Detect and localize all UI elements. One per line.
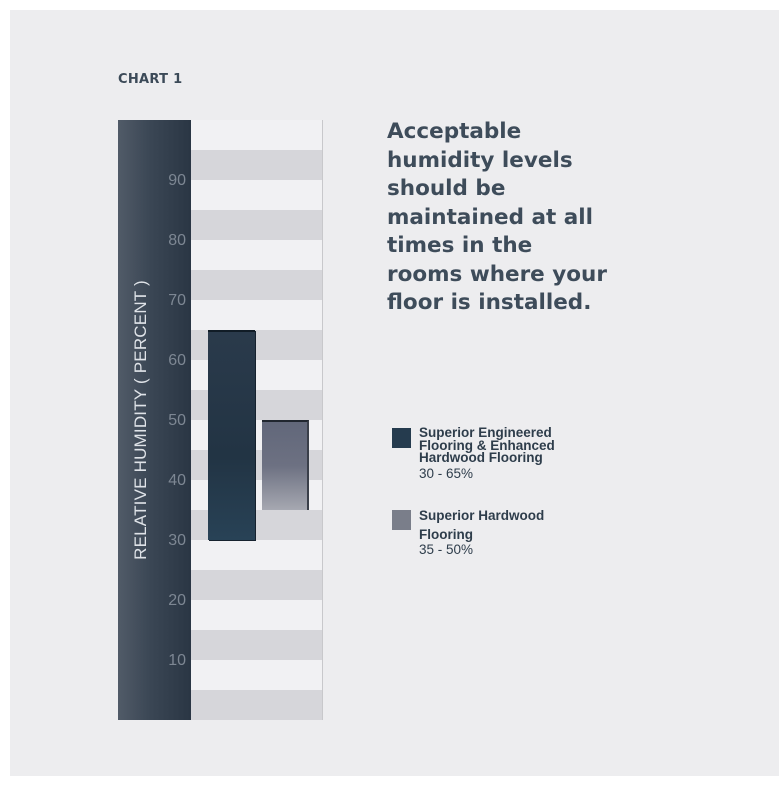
grid-band (191, 240, 322, 270)
y-tick-label: 50 (168, 412, 186, 429)
grid-band (191, 540, 322, 570)
legend-text: Superior Engineered Flooring & Enhanced … (419, 425, 619, 482)
y-tick-label: 10 (168, 652, 186, 669)
grid-band (191, 150, 322, 180)
y-axis-band: 10 20 30 40 50 60 70 80 90 (118, 120, 191, 720)
legend-series-range: 35 - 50% (419, 542, 474, 557)
legend-text: Superior Hardwood Flooring 35 - 50% (419, 508, 619, 558)
grid-band (191, 630, 322, 660)
y-tick-label: 70 (168, 292, 186, 309)
legend-swatch (392, 428, 411, 448)
y-tick-label: 20 (168, 592, 186, 609)
y-tick-label: 40 (168, 472, 186, 489)
y-tick-label: 30 (168, 532, 186, 549)
grid-band (191, 300, 322, 330)
legend-series-name: Superior Hardwood Flooring (419, 508, 545, 542)
legend-series-name: Superior Engineered Flooring & Enhanced … (419, 425, 555, 465)
grid-band (191, 210, 322, 240)
grid-band (191, 690, 322, 720)
y-tick-label: 90 (168, 172, 186, 189)
grid-band (191, 570, 322, 600)
legend-series-range: 30 - 65% (419, 465, 474, 481)
y-axis-label: RELATIVE HUMIDITY ( PERCENT ) (131, 280, 150, 560)
grid-band (191, 120, 322, 150)
range-bar (262, 420, 309, 510)
grid-band (191, 180, 322, 210)
range-bar (208, 330, 255, 540)
y-tick-label: 60 (168, 352, 186, 369)
legend-swatch (392, 510, 411, 530)
plot-area (191, 120, 323, 720)
grid-band (191, 660, 322, 690)
y-tick-label: 80 (168, 232, 186, 249)
chart-label: CHART 1 (118, 72, 183, 87)
headline: Acceptable humidity levels should be mai… (387, 119, 607, 315)
grid-band (191, 600, 322, 630)
grid-band (191, 270, 322, 300)
